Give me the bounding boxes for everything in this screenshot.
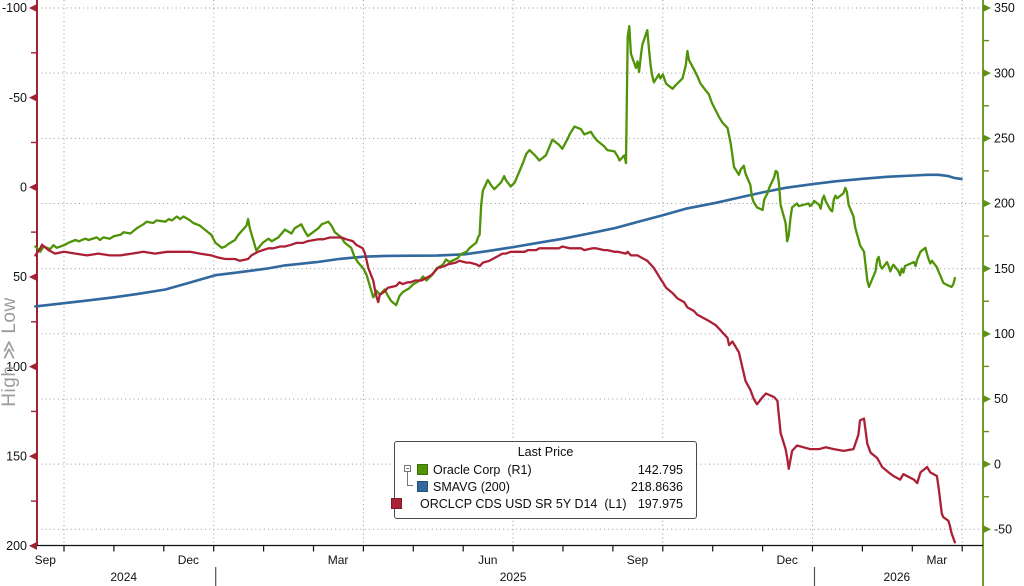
right-tick-arrow (983, 4, 991, 12)
legend-title: Last Price (517, 445, 574, 459)
left-tick-arrow (29, 362, 37, 371)
month-label: Mar (927, 553, 948, 567)
tree-elbow-icon (404, 472, 417, 495)
left-axis-tick-label: 150 (6, 449, 27, 463)
legend-item-label: Oracle Corp (R1) (433, 462, 532, 477)
legend-item-label: ORCLCP CDS USD SR 5Y D14 (L1) (420, 496, 627, 511)
left-tick-arrow (29, 4, 37, 12)
right-tick-arrow (983, 329, 991, 338)
left-axis-tick-label: 50 (13, 270, 27, 284)
month-label: Jun (478, 553, 497, 567)
right-tick-arrow (983, 134, 991, 143)
left-axis-tick-label: 200 (6, 539, 27, 553)
right-tick-arrow (983, 460, 991, 469)
month-label: Sep (627, 553, 649, 567)
right-axis-tick-label: -50 (994, 523, 1012, 537)
right-axis-tick-label: 350 (994, 1, 1015, 15)
right-axis-tick-label: 50 (994, 392, 1008, 406)
right-tick-arrow (983, 69, 991, 78)
right-axis-tick-label: 200 (994, 197, 1015, 211)
left-axis-tick-label: -50 (9, 91, 27, 105)
tree-collapse-icon[interactable] (404, 461, 417, 478)
month-label: Mar (328, 553, 349, 567)
left-tick-arrow (29, 93, 37, 102)
year-label: 2024 (110, 570, 137, 584)
left-axis-tick-label: -100 (2, 1, 27, 15)
left-tick-arrow (29, 183, 37, 192)
month-label: Dec (178, 553, 199, 567)
legend-swatch (417, 464, 428, 475)
month-label: Sep (35, 553, 57, 567)
left-tick-arrow (29, 452, 37, 461)
left-axis-tick-label: 0 (20, 181, 27, 195)
right-axis-tick-label: 150 (994, 262, 1015, 276)
legend-item-value: 218.8636 (630, 479, 683, 494)
right-axis-tick-label: 250 (994, 132, 1015, 146)
series-oracle-corp[interactable] (34, 25, 957, 307)
right-axis-tick-label: 0 (994, 457, 1001, 471)
legend-item[interactable]: Oracle Corp (R1) 142.795 (395, 461, 696, 478)
legend-swatch (417, 481, 428, 492)
right-tick-arrow (983, 199, 991, 208)
right-tick-arrow (983, 525, 991, 534)
legend-item-value: 197.975 (637, 496, 683, 511)
left-tick-arrow (29, 272, 37, 281)
year-label: 2026 (883, 570, 910, 584)
left-axis-tick-label: 100 (6, 360, 27, 374)
left-axis-title: High ≫ Low (0, 297, 20, 406)
month-label: Dec (777, 553, 798, 567)
right-tick-arrow (983, 264, 991, 273)
legend-item-label: SMAVG (200) (433, 479, 510, 494)
right-axis-tick-label: 300 (994, 66, 1015, 80)
right-axis-tick-label: 100 (994, 327, 1015, 341)
left-tick-arrow (29, 541, 37, 550)
year-label: 2025 (500, 570, 527, 584)
right-tick-arrow (983, 394, 991, 403)
legend-item-value: 142.795 (637, 462, 683, 477)
legend[interactable]: Last Price Oracle Corp (R1) 142.795 SMAVG … (391, 441, 697, 519)
legend-item[interactable]: ORCLCP CDS USD SR 5Y D14 (L1) 197.975 (391, 495, 696, 512)
legend-swatch (391, 498, 402, 509)
series-smavg-200-[interactable] (34, 173, 963, 308)
series-orclcp-cds-usd-sr-5y-d14[interactable] (34, 236, 957, 544)
legend-item[interactable]: SMAVG (200) 218.8636 (395, 472, 696, 495)
